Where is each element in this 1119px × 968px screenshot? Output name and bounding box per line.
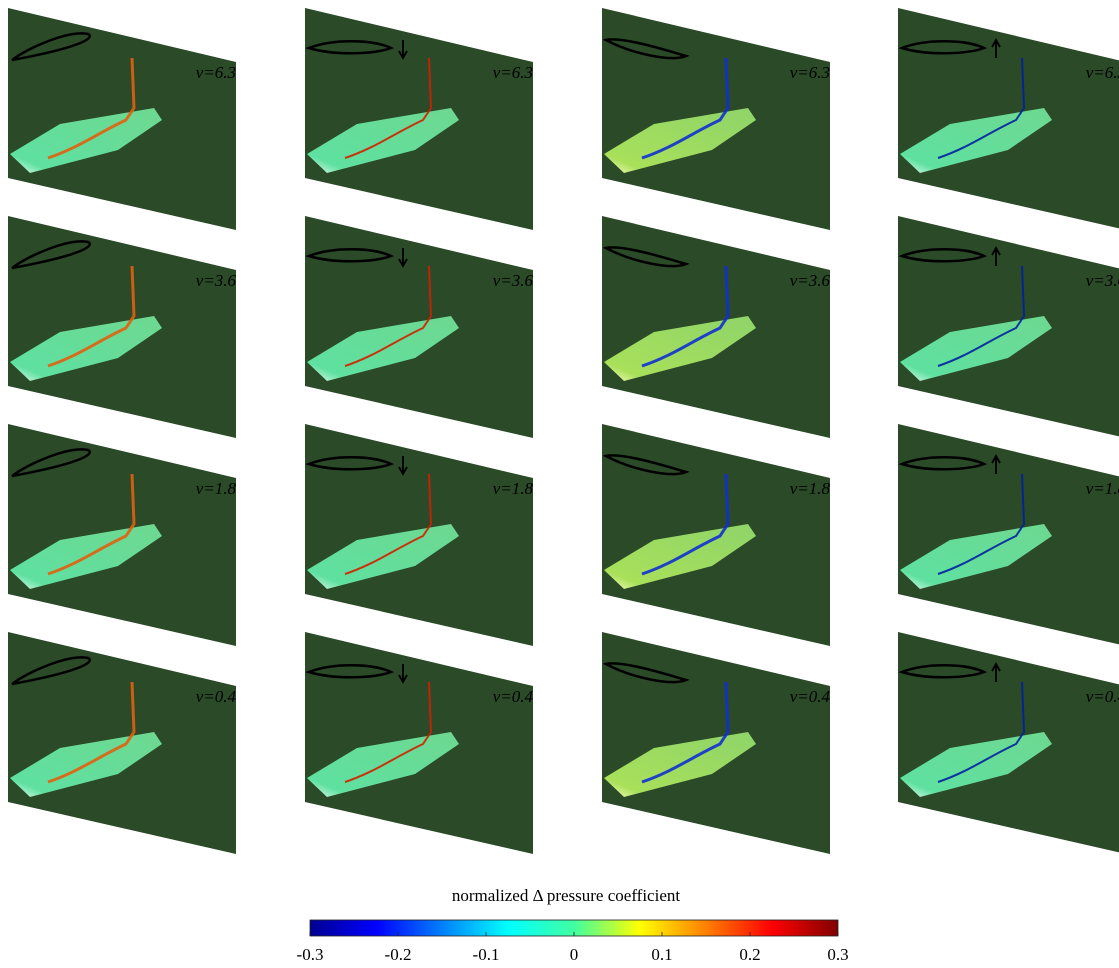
colorbar-tick-label: 0.3 bbox=[827, 945, 848, 964]
speed-label: v=3.6 bbox=[196, 271, 237, 290]
speed-label: v=3.6 bbox=[790, 271, 831, 290]
speed-label: v=0.4 bbox=[196, 687, 237, 706]
colorbar-tick-label: 0 bbox=[570, 945, 579, 964]
panel: v=3.6 bbox=[602, 216, 830, 438]
panel: v=0.4 bbox=[8, 632, 236, 854]
panel: v=0.4 bbox=[602, 632, 830, 854]
speed-label: v=6.3 bbox=[790, 63, 830, 82]
colorbar-tick-label: 0.2 bbox=[739, 945, 760, 964]
speed-label: v=1.8 bbox=[493, 479, 534, 498]
figure: v=6.3 v=6.3 v=6.3 v=6.3 v=3.6 v=3.6 v=3.6 v=3.6… bbox=[0, 0, 1119, 968]
colorbar-tick-label: -0.2 bbox=[385, 945, 412, 964]
panel: v=3.6 bbox=[305, 216, 533, 438]
panel: v=0.4 bbox=[898, 632, 1119, 854]
panel: v=0.4 bbox=[305, 632, 533, 854]
speed-label: v=1.8 bbox=[196, 479, 237, 498]
colorbar-tick-label: -0.3 bbox=[297, 945, 324, 964]
colorbar-tick-label: 0.1 bbox=[651, 945, 672, 964]
panel: v=3.6 bbox=[898, 216, 1119, 438]
panels: v=6.3 v=6.3 v=6.3 v=6.3 v=3.6 v=3.6 v=3.6 v=3.6… bbox=[8, 8, 1119, 854]
speed-label: v=0.4 bbox=[1086, 687, 1119, 706]
panel: v=1.8 bbox=[305, 424, 533, 646]
panel: v=6.3 bbox=[8, 8, 236, 230]
speed-label: v=6.3 bbox=[1086, 63, 1119, 82]
colorbar-title: normalized Δ pressure coefficient bbox=[452, 886, 680, 905]
panel: v=6.3 bbox=[602, 8, 830, 230]
panel: v=6.3 bbox=[305, 8, 533, 230]
panel: v=6.3 bbox=[898, 8, 1119, 230]
speed-label: v=6.3 bbox=[493, 63, 533, 82]
speed-label: v=1.8 bbox=[790, 479, 831, 498]
speed-label: v=1.8 bbox=[1086, 479, 1119, 498]
panel: v=3.6 bbox=[8, 216, 236, 438]
speed-label: v=6.3 bbox=[196, 63, 236, 82]
colorbar-tick-label: -0.1 bbox=[473, 945, 500, 964]
speed-label: v=0.4 bbox=[790, 687, 831, 706]
speed-label: v=0.4 bbox=[493, 687, 534, 706]
speed-label: v=3.6 bbox=[493, 271, 534, 290]
panel: v=1.8 bbox=[602, 424, 830, 646]
panel: v=1.8 bbox=[8, 424, 236, 646]
panel: v=1.8 bbox=[898, 424, 1119, 646]
speed-label: v=3.6 bbox=[1086, 271, 1119, 290]
